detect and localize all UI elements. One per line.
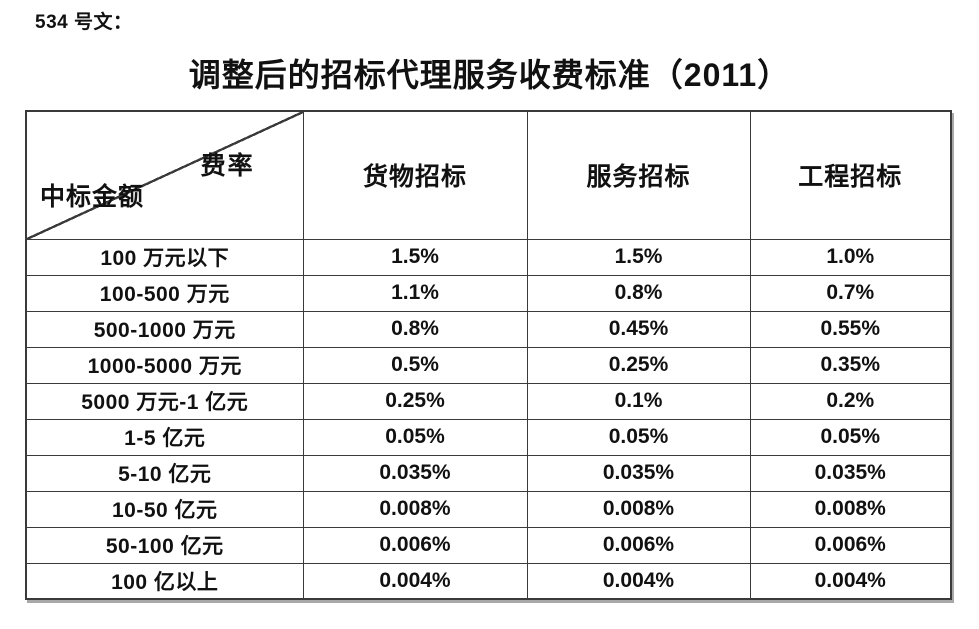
table-row: 1000-5000 万元 0.5% 0.25% 0.35% <box>25 346 952 384</box>
rate-value-cell: 0.008% <box>749 490 952 528</box>
table-row: 5000 万元-1 亿元 0.25% 0.1% 0.2% <box>25 382 952 420</box>
rate-value-cell: 0.05% <box>526 418 751 456</box>
amount-range-label: 10-50 亿元 <box>25 490 304 528</box>
table-row: 50-100 亿元 0.006% 0.006% 0.006% <box>25 526 952 564</box>
rate-value-cell: 0.004% <box>526 562 751 600</box>
rate-value-cell: 0.006% <box>749 526 952 564</box>
rate-value-cell: 0.006% <box>302 526 528 564</box>
rate-value-cell: 0.45% <box>526 310 751 348</box>
rate-value-cell: 0.55% <box>749 310 952 348</box>
amount-range-label: 1-5 亿元 <box>25 418 304 456</box>
table-row: 1-5 亿元 0.05% 0.05% 0.05% <box>25 418 952 456</box>
corner-label-bid-amount: 中标金额 <box>40 182 145 211</box>
rate-value-cell: 0.004% <box>749 562 952 600</box>
amount-range-label: 500-1000 万元 <box>25 310 304 348</box>
rate-value-cell: 0.008% <box>526 490 751 528</box>
rate-value-cell: 0.8% <box>526 274 751 312</box>
amount-range-label: 50-100 亿元 <box>25 526 304 564</box>
rate-value-cell: 0.25% <box>526 346 751 384</box>
rate-value-cell: 1.1% <box>302 274 528 312</box>
table-row: 100 万元以下 1.5% 1.5% 1.0% <box>25 238 952 276</box>
table-body: 100 万元以下 1.5% 1.5% 1.0% 100-500 万元 1.1% 0.8% 0.… <box>25 238 952 600</box>
rate-value-cell: 0.006% <box>526 526 751 564</box>
rate-value-cell: 0.035% <box>526 454 751 492</box>
table-row: 500-1000 万元 0.8% 0.45% 0.55% <box>25 310 952 348</box>
rate-value-cell: 0.05% <box>302 418 528 456</box>
rate-value-cell: 0.05% <box>749 418 952 456</box>
column-header-service-bidding: 服务招标 <box>526 110 751 240</box>
rate-value-cell: 0.1% <box>526 382 751 420</box>
rate-value-cell: 0.004% <box>302 562 528 600</box>
column-header-goods-bidding: 货物招标 <box>302 110 528 240</box>
amount-range-label: 100 万元以下 <box>25 238 304 276</box>
rate-value-cell: 0.5% <box>302 346 528 384</box>
table-row: 10-50 亿元 0.008% 0.008% 0.008% <box>25 490 952 528</box>
rate-value-cell: 0.8% <box>302 310 528 348</box>
doc-number-label: 534 号文： <box>35 12 133 33</box>
rate-value-cell: 1.5% <box>302 238 528 276</box>
rate-value-cell: 0.035% <box>302 454 528 492</box>
table-row: 5-10 亿元 0.035% 0.035% 0.035% <box>25 454 952 492</box>
diagonal-divider-line <box>27 112 302 238</box>
column-header-engineering-bidding: 工程招标 <box>749 110 952 240</box>
rate-value-cell: 0.7% <box>749 274 952 312</box>
table-row: 100 亿以上 0.004% 0.004% 0.004% <box>25 562 952 600</box>
amount-range-label: 5-10 亿元 <box>25 454 304 492</box>
rate-value-cell: 0.008% <box>302 490 528 528</box>
rate-value-cell: 1.0% <box>749 238 952 276</box>
amount-range-label: 100 亿以上 <box>25 562 304 600</box>
table-row: 100-500 万元 1.1% 0.8% 0.7% <box>25 274 952 312</box>
rate-value-cell: 0.2% <box>749 382 952 420</box>
amount-range-label: 5000 万元-1 亿元 <box>25 382 304 420</box>
header-row: 费率 中标金额 货物招标 服务招标 工程招标 <box>25 110 952 240</box>
fee-rate-table: 费率 中标金额 货物招标 服务招标 工程招标 100 万元以下 1.5% 1.5% 1… <box>25 110 952 600</box>
rate-value-cell: 0.35% <box>749 346 952 384</box>
rate-value-cell: 1.5% <box>526 238 751 276</box>
rate-value-cell: 0.035% <box>749 454 952 492</box>
page-title: 调整后的招标代理服务收费标准（2011） <box>188 57 791 93</box>
corner-label-fee-rate: 费率 <box>200 152 255 180</box>
rate-value-cell: 0.25% <box>302 382 528 420</box>
table-corner-cell: 费率 中标金额 <box>25 110 304 240</box>
amount-range-label: 100-500 万元 <box>25 274 304 312</box>
amount-range-label: 1000-5000 万元 <box>25 346 304 384</box>
